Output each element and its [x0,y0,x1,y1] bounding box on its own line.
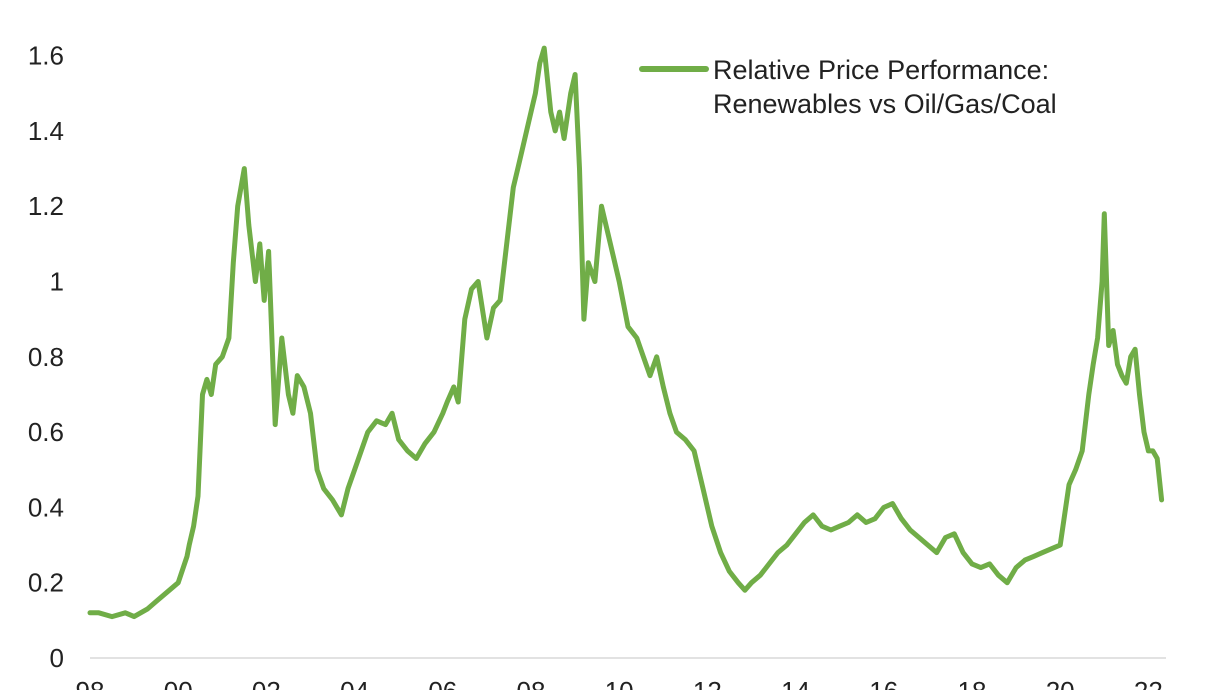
x-tick-label: 22 [1134,676,1163,690]
series-line [87,45,1165,620]
x-tick-label: 02 [252,676,281,690]
y-tick-label: 0.4 [28,492,64,522]
y-tick-label: 0.6 [28,417,64,447]
x-axis-tick-labels: 98 00 02 04 06 08 10 12 14 16 18 20 22 [76,676,1163,695]
x-tick-label: 00 [164,676,193,690]
x-tick-label: 08 [517,676,546,690]
x-tick-label: 20 [1046,676,1075,690]
x-tick-label: 12 [693,676,722,690]
y-tick-label: 1 [50,267,64,297]
y-tick-label: 0.8 [28,342,64,372]
x-tick-label: 14 [781,676,810,690]
y-tick-label: 1.6 [28,41,64,71]
y-tick-label: 0.2 [28,568,64,598]
legend-label-line-2: Renewables vs Oil/Gas/Coal [713,89,1057,119]
x-tick-label: 18 [958,676,987,690]
x-tick-label: 06 [428,676,457,690]
x-tick-label: 10 [605,676,634,690]
y-axis-tick-labels: 0 0.2 0.4 0.6 0.8 1 1.2 1.4 1.6 [28,41,64,673]
y-tick-label: 0 [50,643,64,673]
series-layer [87,45,1165,620]
x-tick-label: 98 [76,676,105,690]
legend: Relative Price Performance: Renewables v… [639,55,1057,119]
x-tick-label: 16 [869,676,898,690]
x-tick-label: 04 [340,676,369,690]
y-tick-label: 1.4 [28,116,64,146]
y-tick-label: 1.2 [28,191,64,221]
legend-label-line-1: Relative Price Performance: [713,55,1049,85]
